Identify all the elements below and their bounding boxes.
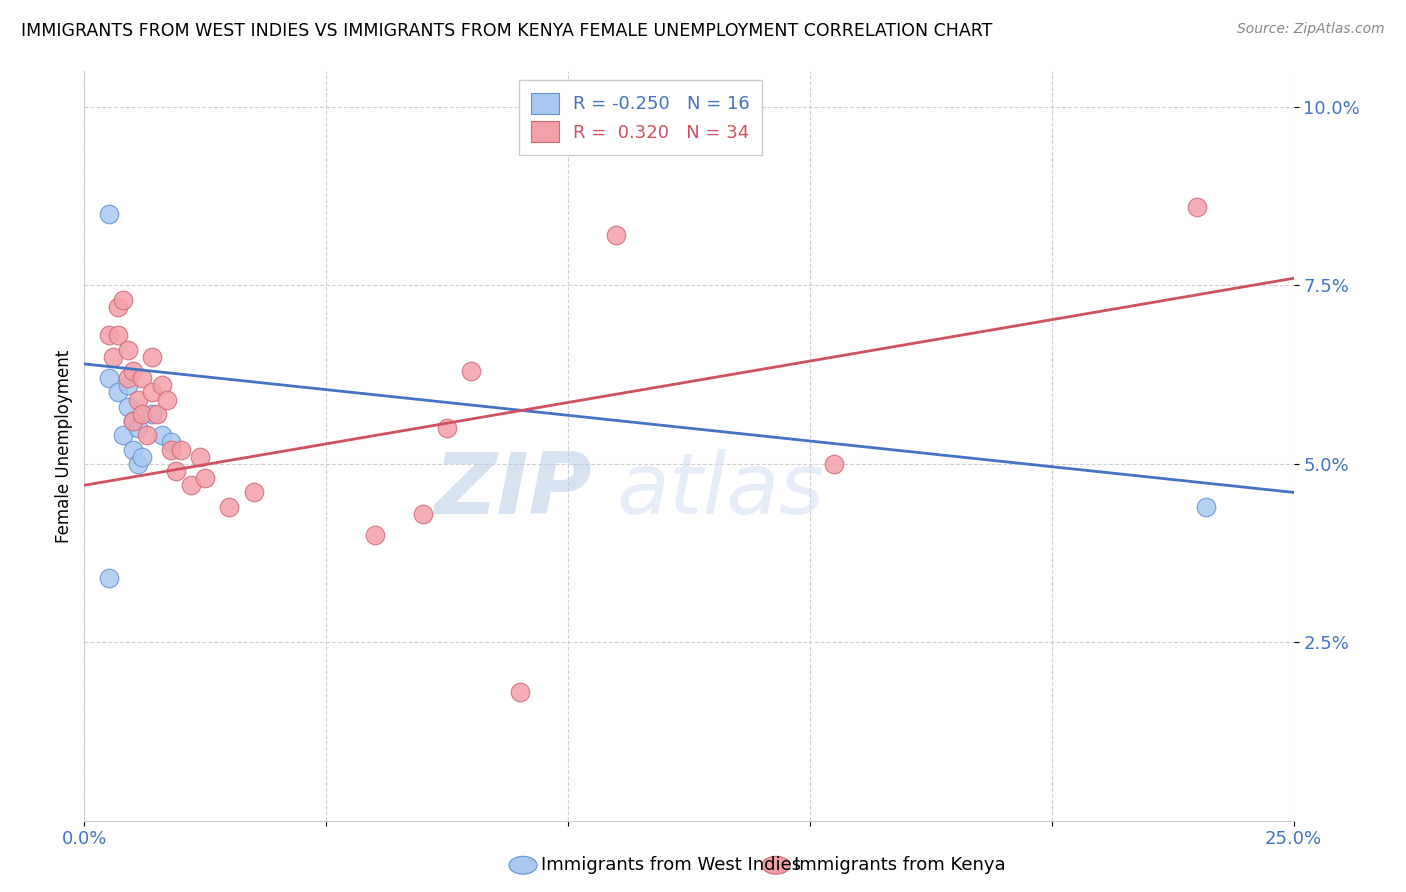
- Point: [127, 457, 149, 471]
- Point: [131, 407, 153, 421]
- Point: [127, 392, 149, 407]
- Legend: R = -0.250   N = 16, R =  0.320   N = 34: R = -0.250 N = 16, R = 0.320 N = 34: [519, 80, 762, 154]
- Point: [127, 421, 149, 435]
- Point: [131, 371, 153, 385]
- Point: [121, 414, 143, 428]
- Point: [117, 378, 139, 392]
- Point: [180, 478, 202, 492]
- Point: [136, 428, 159, 442]
- Point: [605, 228, 627, 243]
- Point: [112, 293, 135, 307]
- Text: atlas: atlas: [616, 450, 824, 533]
- Point: [97, 571, 120, 585]
- Point: [170, 442, 193, 457]
- Point: [97, 207, 120, 221]
- Point: [218, 500, 240, 514]
- Point: [155, 392, 177, 407]
- Point: [121, 364, 143, 378]
- Point: [117, 343, 139, 357]
- Point: [131, 450, 153, 464]
- Point: [97, 371, 120, 385]
- Point: [121, 442, 143, 457]
- Point: [112, 428, 135, 442]
- Point: [194, 471, 217, 485]
- Text: Immigrants from Kenya: Immigrants from Kenya: [794, 856, 1007, 874]
- Text: Immigrants from West Indies: Immigrants from West Indies: [541, 856, 801, 874]
- Point: [117, 400, 139, 414]
- Point: [363, 528, 385, 542]
- Point: [150, 378, 173, 392]
- Point: [141, 407, 163, 421]
- Y-axis label: Female Unemployment: Female Unemployment: [55, 350, 73, 542]
- Point: [509, 685, 531, 699]
- Point: [412, 507, 434, 521]
- Point: [107, 328, 129, 343]
- Point: [107, 385, 129, 400]
- Point: [160, 442, 183, 457]
- Point: [146, 407, 169, 421]
- Point: [823, 457, 845, 471]
- Point: [107, 300, 129, 314]
- Text: Source: ZipAtlas.com: Source: ZipAtlas.com: [1237, 22, 1385, 37]
- Circle shape: [762, 856, 790, 874]
- Point: [1195, 500, 1218, 514]
- Circle shape: [509, 856, 537, 874]
- Point: [190, 450, 212, 464]
- Point: [97, 328, 120, 343]
- Point: [436, 421, 458, 435]
- Point: [103, 350, 125, 364]
- Point: [141, 350, 163, 364]
- Point: [242, 485, 264, 500]
- Point: [1185, 200, 1208, 214]
- Point: [141, 385, 163, 400]
- Point: [165, 464, 187, 478]
- Point: [117, 371, 139, 385]
- Text: ZIP: ZIP: [434, 450, 592, 533]
- Point: [121, 414, 143, 428]
- Point: [460, 364, 482, 378]
- Text: IMMIGRANTS FROM WEST INDIES VS IMMIGRANTS FROM KENYA FEMALE UNEMPLOYMENT CORRELA: IMMIGRANTS FROM WEST INDIES VS IMMIGRANT…: [21, 22, 993, 40]
- Point: [160, 435, 183, 450]
- Point: [150, 428, 173, 442]
